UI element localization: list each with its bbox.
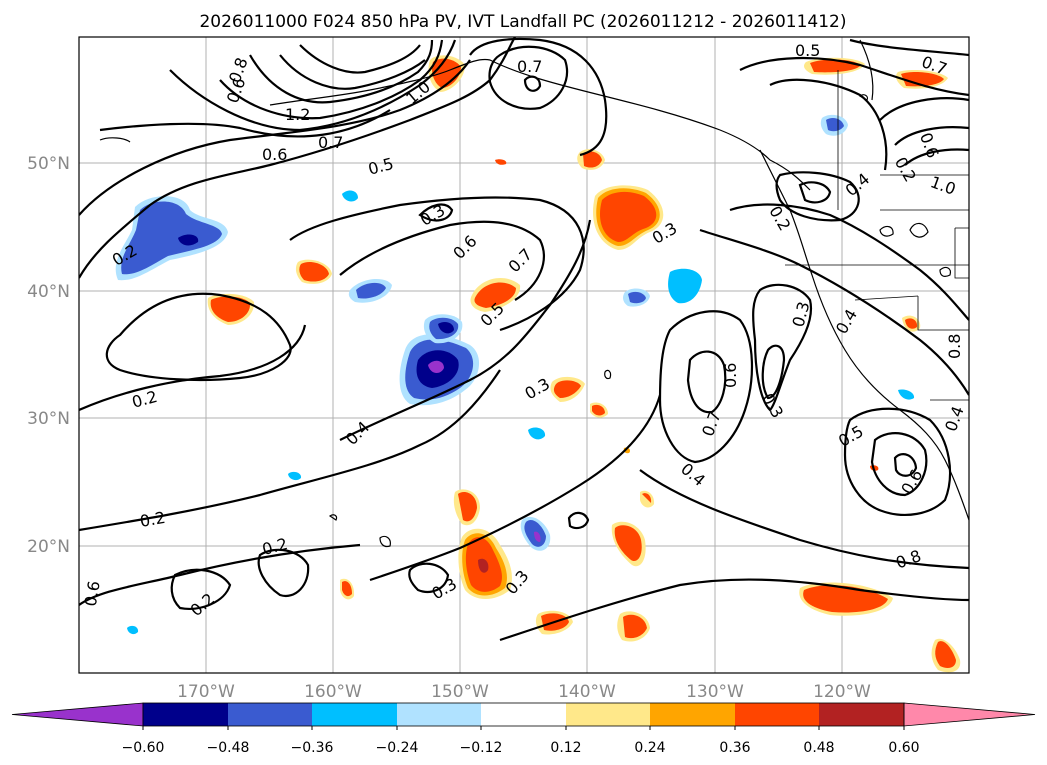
colorbar-segment — [819, 703, 904, 726]
colorbar-segment — [566, 703, 650, 726]
lon-label-130w: 130°W — [686, 682, 744, 702]
figure-title: 2026011000 F024 850 hPa PV, IVT Landfall… — [199, 12, 846, 32]
svg-text:0.6: 0.6 — [721, 363, 740, 388]
lat-label-50n: 50°N — [27, 154, 70, 174]
colorbar-extend-high — [903, 702, 1036, 727]
lon-label-160w: 160°W — [304, 682, 362, 702]
positive-pv-patches — [207, 55, 961, 673]
lon-label-150w: 150°W — [431, 682, 489, 702]
colorbar-segment — [312, 703, 397, 726]
cb-tick-label: 0.36 — [719, 740, 750, 756]
colorbar-segment — [650, 703, 735, 726]
longitude-labels: 170°W 160°W 150°W 140°W 130°W 120°W — [177, 682, 871, 702]
lat-label-20n: 20°N — [27, 537, 70, 557]
lon-label-140w: 140°W — [558, 682, 616, 702]
negative-pv-patches — [115, 114, 915, 635]
colorbar-tick-labels: −0.60 −0.48 −0.36 −0.24 −0.12 0.12 0.24 … — [122, 740, 920, 756]
cb-tick-label: −0.36 — [291, 740, 334, 756]
cb-tick-label: 0.12 — [550, 740, 581, 756]
cb-tick-label: 0.24 — [634, 740, 665, 756]
colorbar-segment — [143, 703, 228, 726]
colorbar-segment — [397, 703, 481, 726]
cb-tick-label: −0.12 — [460, 740, 503, 756]
map-area — [79, 37, 969, 673]
svg-text:0.2: 0.2 — [138, 508, 166, 531]
svg-text:0.8: 0.8 — [945, 334, 964, 359]
cb-tick-label: 0.48 — [803, 740, 834, 756]
pv-contours — [79, 37, 969, 642]
political-borders — [785, 70, 969, 401]
lat-label-30n: 30°N — [27, 409, 70, 429]
cb-tick-label: −0.60 — [122, 740, 165, 756]
map-frame — [78, 36, 970, 674]
svg-text:0.6: 0.6 — [81, 579, 104, 607]
coastlines — [99, 39, 969, 548]
lat-label-40n: 40°N — [27, 282, 70, 302]
svg-text:0.7: 0.7 — [318, 133, 343, 152]
colorbar-segment — [228, 703, 312, 726]
svg-text:0.6: 0.6 — [262, 145, 287, 164]
colorbar — [11, 702, 1036, 730]
cb-tick-label: −0.24 — [376, 740, 419, 756]
svg-text:1.2: 1.2 — [285, 105, 310, 124]
lon-label-170w: 170°W — [177, 682, 235, 702]
cb-tick-label: 0.60 — [888, 740, 919, 756]
colorbar-extend-low — [11, 702, 144, 727]
colorbar-segment — [481, 703, 566, 726]
cb-tick-label: −0.48 — [207, 740, 250, 756]
colorbar-segment — [735, 703, 819, 726]
lon-label-120w: 120°W — [813, 682, 871, 702]
svg-text:0.7: 0.7 — [517, 57, 542, 76]
colorbar-outline — [142, 702, 905, 727]
latitude-labels: 50°N 40°N 30°N 20°N — [27, 154, 70, 557]
svg-text:0.5: 0.5 — [795, 41, 820, 60]
